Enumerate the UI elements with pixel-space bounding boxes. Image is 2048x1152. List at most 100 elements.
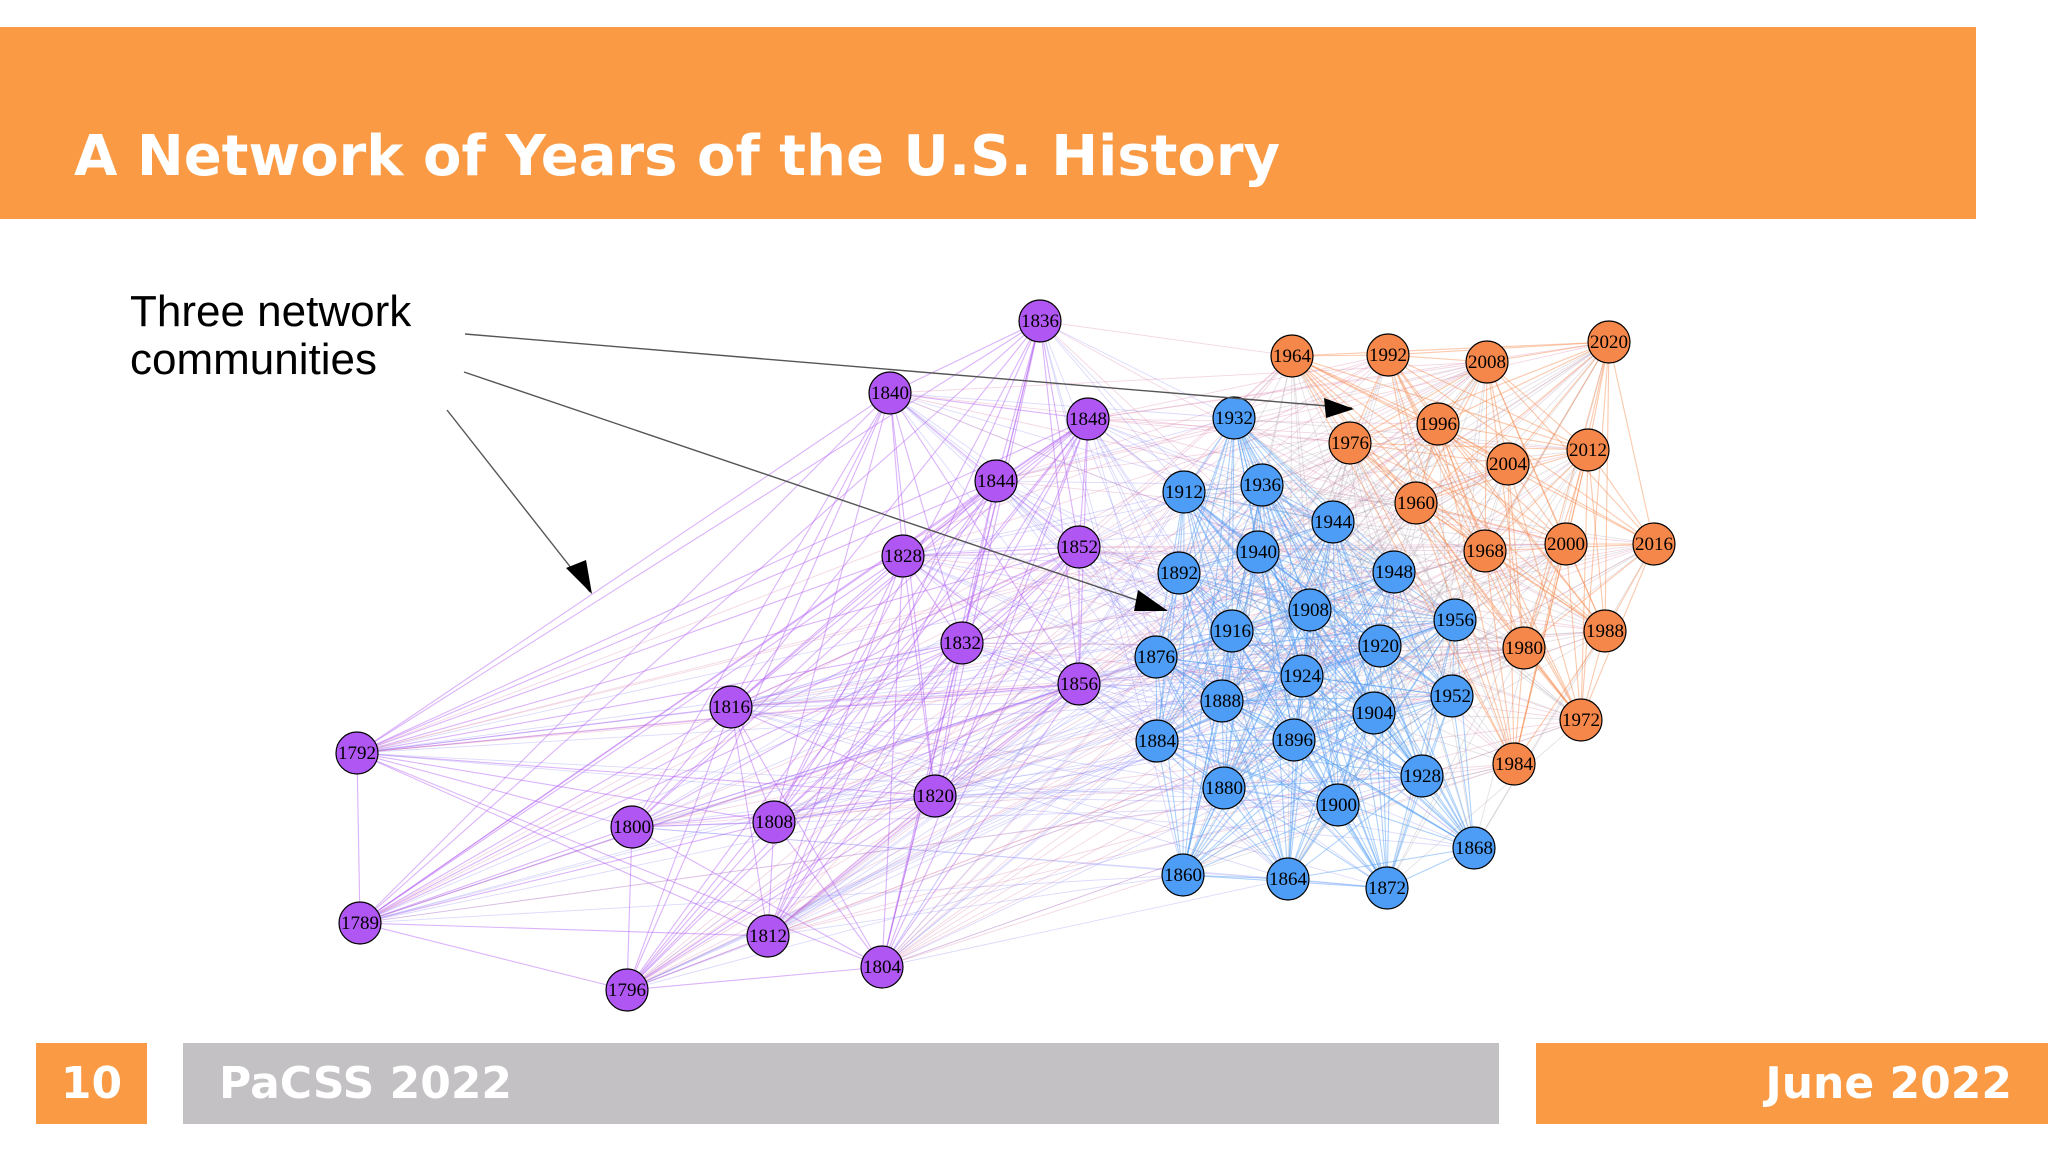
network-edge xyxy=(356,752,883,968)
network-edge xyxy=(1257,551,1456,621)
node-1816: 1816 xyxy=(709,685,753,729)
network-edge xyxy=(1379,645,1423,777)
network-edge xyxy=(1155,656,1303,677)
network-edge xyxy=(1454,619,1515,765)
network-edge xyxy=(1223,695,1453,789)
network-edge xyxy=(1155,656,1225,789)
network-edge xyxy=(1486,361,1525,649)
node-1996: 1996 xyxy=(1416,402,1460,446)
node-1936: 1936 xyxy=(1240,463,1284,507)
network-edge xyxy=(1291,355,1509,465)
node-1880: 1880 xyxy=(1202,766,1246,810)
network-edge xyxy=(631,543,1655,828)
network-edge xyxy=(356,752,775,823)
node-circle xyxy=(940,621,984,665)
node-1960: 1960 xyxy=(1394,481,1438,525)
network-edge xyxy=(1039,320,1235,419)
network-edge xyxy=(1039,320,1225,789)
network-edge xyxy=(1087,354,1389,420)
network-edge xyxy=(730,320,1041,708)
node-label: 1948 xyxy=(1375,562,1413,583)
network-edge xyxy=(1183,491,1395,573)
network-edge xyxy=(881,480,997,968)
network-edge xyxy=(631,647,1525,828)
node-1944: 1944 xyxy=(1311,500,1355,544)
network-edge xyxy=(767,551,1259,937)
network-edge xyxy=(631,826,883,968)
network-edge xyxy=(1507,463,1515,765)
conference-name: PaCSS 2022 xyxy=(183,1043,1499,1124)
network-edge xyxy=(1231,550,1486,632)
network-edge xyxy=(730,555,904,708)
network-edge xyxy=(1223,521,1334,789)
network-edge xyxy=(1373,630,1606,714)
annotation-line-2: communities xyxy=(130,335,377,384)
network-edge xyxy=(1373,550,1486,714)
node-circle xyxy=(1394,481,1438,525)
node-1932: 1932 xyxy=(1212,396,1256,440)
network-edge xyxy=(1078,546,1233,632)
network-edge xyxy=(961,642,1423,777)
network-edge xyxy=(359,821,775,924)
network-edge xyxy=(356,392,891,754)
network-edge xyxy=(1183,491,1233,632)
node-circle xyxy=(752,800,796,844)
network-edge xyxy=(1231,417,1235,632)
network-edge xyxy=(730,706,1289,880)
node-1840: 1840 xyxy=(868,371,912,415)
network-edge xyxy=(767,630,1233,937)
node-label: 1924 xyxy=(1283,666,1322,687)
node-1876: 1876 xyxy=(1134,635,1178,679)
node-1904: 1904 xyxy=(1352,691,1396,735)
node-label: 1832 xyxy=(943,633,981,654)
network-edge xyxy=(1233,417,1311,611)
network-edge xyxy=(1155,656,1339,806)
network-edge xyxy=(356,551,1259,754)
network-edge xyxy=(1507,463,1525,649)
node-label: 1940 xyxy=(1239,542,1277,563)
network-edge xyxy=(730,706,1388,889)
network-edge xyxy=(773,546,1080,823)
network-edge xyxy=(1387,354,1589,451)
arrowhead-blue xyxy=(1134,590,1168,611)
network-edge xyxy=(1301,675,1453,697)
node-label: 1964 xyxy=(1273,346,1312,367)
network-edge xyxy=(881,543,1655,968)
network-edge xyxy=(730,683,1080,708)
network-edge xyxy=(1233,417,1334,523)
network-edge xyxy=(1155,417,1235,658)
node-label: 1936 xyxy=(1243,475,1281,496)
network-edge xyxy=(1078,546,1303,677)
network-edge xyxy=(631,480,997,828)
network-edge xyxy=(359,922,769,937)
node-label: 1872 xyxy=(1368,878,1406,899)
network-edge xyxy=(1221,619,1456,702)
node-2000: 2000 xyxy=(1544,522,1588,566)
node-label: 1976 xyxy=(1331,433,1369,454)
network-edge xyxy=(889,392,936,797)
network-edge xyxy=(359,392,891,924)
network-edge xyxy=(1309,361,1488,611)
network-edge xyxy=(1373,543,1655,714)
node-1924: 1924 xyxy=(1280,654,1324,698)
network-edge xyxy=(1182,609,1311,876)
network-edge xyxy=(1337,695,1453,806)
network-edge xyxy=(881,878,1289,968)
network-edge xyxy=(1261,484,1381,647)
network-edge xyxy=(1231,630,1339,806)
network-edge xyxy=(1178,572,1289,880)
network-edge xyxy=(1287,619,1456,880)
network-edge xyxy=(1421,361,1488,777)
node-label: 1960 xyxy=(1397,493,1435,514)
network-edge xyxy=(1387,354,1417,504)
node-circle xyxy=(1559,698,1603,742)
network-edge xyxy=(995,480,1263,486)
network-edge xyxy=(1039,320,1184,876)
network-edge xyxy=(1178,417,1235,574)
network-edge xyxy=(730,706,769,937)
network-edge xyxy=(1257,551,1303,677)
network-edge xyxy=(359,320,1041,924)
network-edge xyxy=(626,442,1351,991)
network-edge xyxy=(1293,739,1423,777)
network-edge xyxy=(773,442,1351,823)
